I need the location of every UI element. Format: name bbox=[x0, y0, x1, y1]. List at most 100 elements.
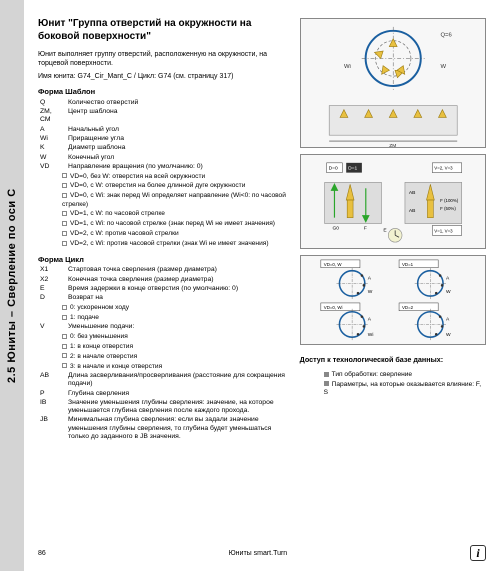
square-bullet-icon bbox=[62, 344, 67, 349]
square-bullet-icon bbox=[62, 241, 67, 246]
sub-item: 3: в начале и конце отверстия bbox=[38, 362, 290, 372]
param-row: JBМинимальная глубина сверления: если вы… bbox=[38, 416, 290, 442]
svg-text:VD=2: VD=2 bbox=[402, 305, 414, 310]
info-icon: i bbox=[470, 545, 486, 561]
square-bullet-icon bbox=[62, 231, 67, 236]
sub-item: VD=2, с Wi: против часовой стрелки (знак… bbox=[38, 239, 290, 249]
params-cycle3: ABДлина засверливания/просверливания (ра… bbox=[38, 372, 290, 442]
param-key: A bbox=[38, 125, 66, 134]
figure-circle-pattern: Q=6 W Wi ZM bbox=[300, 18, 486, 148]
page-footer: 86 Юниты smart.Turn i bbox=[38, 541, 486, 561]
param-row: WКонечный угол bbox=[38, 153, 290, 162]
svg-text:G0: G0 bbox=[332, 225, 339, 231]
sub-item-text: VD=0, без W: отверстия на всей окружност… bbox=[70, 173, 205, 180]
right-column: Q=6 W Wi ZM bbox=[300, 18, 486, 535]
param-key: X2 bbox=[38, 275, 66, 284]
sub-item: VD=0, с W: отверстия на более длинной ду… bbox=[38, 182, 290, 192]
svg-text:F (100%): F (100%) bbox=[440, 198, 459, 203]
sub-item-text: 1: подаче bbox=[70, 314, 99, 321]
sub-item: VD=0, без W: отверстия на всей окружност… bbox=[38, 172, 290, 182]
page-title: Юнит "Группа отверстий на окружности на … bbox=[38, 18, 290, 43]
svg-text:W: W bbox=[446, 289, 451, 295]
param-key: JB bbox=[38, 416, 66, 442]
intro-text-1: Юнит выполняет группу отверстий, располо… bbox=[38, 51, 290, 69]
heading-cycle: Форма Цикл bbox=[38, 255, 290, 264]
param-key: X1 bbox=[38, 266, 66, 275]
sub-item-text: VD=2, с Wi: против часовой стрелки (знак… bbox=[70, 240, 269, 247]
sub-item-text: Тип обработки: сверление bbox=[332, 371, 413, 378]
param-row: ABДлина засверливания/просверливания (ра… bbox=[38, 372, 290, 390]
sub-item-text: VD=2, с W: против часовой стрелки bbox=[70, 230, 179, 237]
svg-text:AB: AB bbox=[408, 190, 415, 196]
params-cycle2: VУменьшение подачи: bbox=[38, 323, 290, 332]
param-desc: Стартовая точка сверления (размер диамет… bbox=[66, 266, 290, 275]
param-row: WiПриращение угла bbox=[38, 134, 290, 143]
footer-page-number: 86 bbox=[38, 550, 46, 557]
heading-shablon: Форма Шаблон bbox=[38, 87, 290, 96]
sub-item: VD=2, с W: против часовой стрелки bbox=[38, 229, 290, 239]
side-tab-text: 2.5 Юниты – Сверление по оси C bbox=[6, 188, 18, 383]
param-row: X1Стартовая точка сверления (размер диам… bbox=[38, 266, 290, 275]
figure-vd-variants: VD=0, W VD=1 VD=0, Wi VD=2 bbox=[300, 255, 486, 345]
sub-item: VD=1, с Wi: по часовой стрелке (знак пер… bbox=[38, 219, 290, 229]
param-key: D bbox=[38, 294, 66, 303]
param-desc: Минимальная глубина сверления: если вы з… bbox=[66, 416, 290, 442]
param-desc: Уменьшение подачи: bbox=[66, 323, 290, 332]
svg-text:Wi: Wi bbox=[367, 332, 373, 338]
param-desc: Количество отверстий bbox=[66, 98, 290, 107]
square-bullet-icon bbox=[62, 173, 67, 178]
param-desc: Глубина сверления bbox=[66, 389, 290, 398]
section-side-tab: 2.5 Юниты – Сверление по оси C bbox=[0, 0, 24, 571]
param-row: ZM, CMЦентр шаблона bbox=[38, 108, 290, 126]
sub-item: Тип обработки: сверление bbox=[300, 370, 486, 380]
svg-text:VD=0, W: VD=0, W bbox=[323, 262, 342, 267]
sub-item-text: 3: в начале и конце отверстия bbox=[70, 363, 162, 370]
square-bullet-icon bbox=[62, 334, 67, 339]
square-bullet-icon bbox=[62, 211, 67, 216]
sub-item-text: VD=0, с W: отверстия на более длинной ду… bbox=[70, 182, 245, 189]
param-desc: Длина засверливания/просверливания (расс… bbox=[66, 372, 290, 390]
sub-item: VD=1, с W: по часовой стрелке bbox=[38, 210, 290, 220]
param-desc: Направление вращения (по умолчанию: 0) bbox=[66, 162, 290, 171]
svg-text:Wi: Wi bbox=[344, 64, 351, 70]
svg-text:W: W bbox=[367, 289, 372, 295]
square-bullet-icon bbox=[62, 221, 67, 226]
params-shablon: QКоличество отверстийZM, CMЦентр шаблона… bbox=[38, 98, 290, 172]
db-access-title: Доступ к технологической базе данных: bbox=[300, 355, 486, 364]
param-row: IBЗначение уменьшения глубины сверления:… bbox=[38, 398, 290, 416]
sub-item-text: VD=0, с Wi: знак перед Wi определяет нап… bbox=[62, 192, 286, 207]
param-desc: Центр шаблона bbox=[66, 108, 290, 126]
param-row: VDНаправление вращения (по умолчанию: 0) bbox=[38, 162, 290, 171]
sub-item-text: 0: ускоренном ходу bbox=[70, 304, 129, 311]
param-row: QКоличество отверстий bbox=[38, 98, 290, 107]
svg-text:D=1: D=1 bbox=[348, 166, 357, 172]
param-row: PГлубина сверления bbox=[38, 389, 290, 398]
square-bullet-icon bbox=[62, 353, 67, 358]
param-desc: Конечная точка сверления (размер диаметр… bbox=[66, 275, 290, 284]
sub-item: VD=0, с Wi: знак перед Wi определяет нап… bbox=[38, 191, 290, 209]
square-bullet-icon bbox=[62, 183, 67, 188]
square-bullet-icon bbox=[62, 363, 67, 368]
param-key: Wi bbox=[38, 134, 66, 143]
param-row: VУменьшение подачи: bbox=[38, 323, 290, 332]
svg-text:W: W bbox=[446, 332, 451, 338]
square-bullet-icon bbox=[62, 315, 67, 320]
figure-drill-directions: D=0 D=1 V=2, V=3 V=1, V=3 bbox=[300, 154, 486, 249]
param-key: ZM, CM bbox=[38, 108, 66, 126]
svg-text:V=2, V=3: V=2, V=3 bbox=[434, 166, 453, 171]
param-desc: Приращение угла bbox=[66, 134, 290, 143]
param-desc: Диаметр шаблона bbox=[66, 144, 290, 153]
param-desc: Возврат на bbox=[66, 294, 290, 303]
sub-item: 0: без уменьшения bbox=[38, 332, 290, 342]
sub-item-text: Параметры, на которые оказывается влияни… bbox=[324, 381, 481, 396]
param-key: V bbox=[38, 323, 66, 332]
param-row: DВозврат на bbox=[38, 294, 290, 303]
param-row: KДиаметр шаблона bbox=[38, 144, 290, 153]
square-bullet-icon bbox=[62, 193, 67, 198]
svg-text:F (50%): F (50%) bbox=[440, 206, 456, 211]
left-column: Юнит "Группа отверстий на окружности на … bbox=[38, 18, 290, 535]
param-key: VD bbox=[38, 162, 66, 171]
svg-text:D=0: D=0 bbox=[328, 166, 337, 172]
sub-item: 1: подаче bbox=[38, 313, 290, 323]
sub-item-text: 1: в конце отверстия bbox=[70, 343, 133, 350]
